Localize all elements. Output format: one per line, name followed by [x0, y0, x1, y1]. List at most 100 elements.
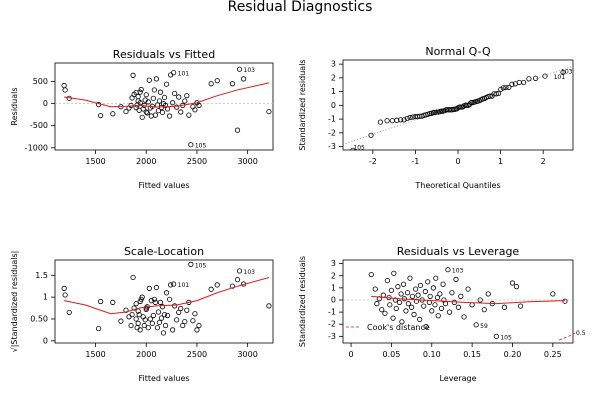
data-point [425, 279, 431, 285]
data-point [152, 299, 158, 305]
data-point [172, 303, 178, 309]
data-point [455, 304, 462, 310]
data-point [174, 317, 180, 323]
data-point [509, 81, 515, 87]
data-point [152, 112, 158, 118]
data-point [186, 112, 192, 118]
point-label: 103 [561, 68, 573, 75]
data-point [176, 309, 182, 316]
data-point [503, 84, 509, 91]
data-point [214, 78, 220, 84]
x-tick-label: -2 [369, 157, 377, 166]
data-point [135, 93, 141, 100]
data-point [144, 110, 150, 116]
data-point [236, 66, 243, 72]
data-point [146, 285, 152, 291]
data-point [192, 107, 198, 113]
x-axis-label: Leverage [439, 374, 476, 383]
data-point [142, 317, 148, 323]
y-tick-label: 1 [331, 87, 336, 96]
data-point [266, 303, 272, 309]
data-point [162, 322, 169, 329]
panel-title: Normal Q-Q [425, 45, 491, 58]
y-tick-label: 3 [331, 259, 336, 268]
data-point [473, 322, 479, 328]
data-point [442, 301, 449, 307]
y-tick-label: 0 [331, 101, 336, 110]
y-tick-label: -2 [328, 128, 336, 137]
data-point [506, 84, 512, 91]
point-label: 101 [178, 282, 190, 289]
data-point [184, 93, 190, 99]
data-point [66, 309, 72, 316]
point-label: 103 [244, 67, 256, 74]
data-point [389, 118, 395, 124]
data-point [396, 299, 403, 306]
x-tick-label: 0.05 [383, 350, 401, 359]
y-tick-label: -1000 [25, 143, 48, 152]
data-point [170, 100, 176, 106]
data-point [163, 290, 170, 296]
point-label: 101 [554, 74, 566, 81]
y-axis-label: Standardized residuals [298, 256, 307, 347]
data-point [208, 286, 214, 292]
data-point [155, 309, 162, 315]
y-tick-label: 1 [43, 293, 48, 302]
data-point [229, 81, 236, 87]
data-point [62, 292, 68, 298]
data-point [562, 298, 568, 304]
data-point [135, 320, 141, 326]
data-point [229, 283, 236, 289]
x-tick-label: 0.10 [423, 350, 441, 359]
y-tick-label: 0 [43, 99, 48, 108]
data-point [429, 308, 435, 314]
plot-area [343, 65, 573, 150]
data-point [500, 85, 506, 91]
data-point [440, 281, 446, 287]
y-tick-label: 2 [331, 73, 336, 82]
data-point [465, 286, 471, 292]
x-tick-label: 1 [498, 157, 503, 166]
data-point [151, 296, 157, 302]
data-point [192, 311, 198, 317]
data-point [146, 77, 152, 83]
x-axis-label: Fitted values [138, 374, 189, 383]
data-point [164, 106, 171, 112]
data-point [427, 110, 433, 117]
data-point [368, 132, 374, 138]
data-point [513, 284, 520, 290]
plot-area [61, 261, 272, 336]
y-tick-label: 2 [331, 271, 336, 280]
data-point [421, 303, 427, 309]
y-tick-label: 500 [33, 77, 48, 86]
data-point [178, 109, 184, 115]
data-point [517, 303, 524, 309]
data-point [164, 312, 171, 319]
data-point [380, 292, 386, 298]
panel-residuals-vs-leverage: Residuals vs Leverage 0 0.05 0.10 0.15 0.20 0.… [298, 245, 586, 383]
data-point [446, 309, 453, 315]
data-point [171, 281, 177, 287]
y-tick-label: 0.50 [30, 314, 48, 323]
data-point [110, 299, 116, 305]
data-point [408, 304, 415, 310]
data-point [145, 99, 151, 105]
data-point [62, 87, 68, 93]
data-point [126, 314, 132, 320]
data-point [156, 98, 163, 104]
data-point [403, 308, 409, 314]
cooks-distance-curve [558, 332, 576, 341]
data-point [172, 90, 178, 97]
data-point [526, 76, 532, 82]
data-point [110, 111, 116, 117]
data-point [159, 304, 166, 310]
data-point [161, 94, 168, 101]
data-point [516, 79, 522, 86]
data-point [410, 114, 416, 120]
panel-scale-location: Scale-Location 1500 2000 2500 3000 0 0.50 1 1.5 F… [10, 245, 274, 383]
data-point [427, 293, 433, 299]
plot-frame [342, 259, 574, 344]
data-point [391, 270, 397, 276]
data-point [438, 108, 445, 114]
data-point [374, 301, 380, 307]
